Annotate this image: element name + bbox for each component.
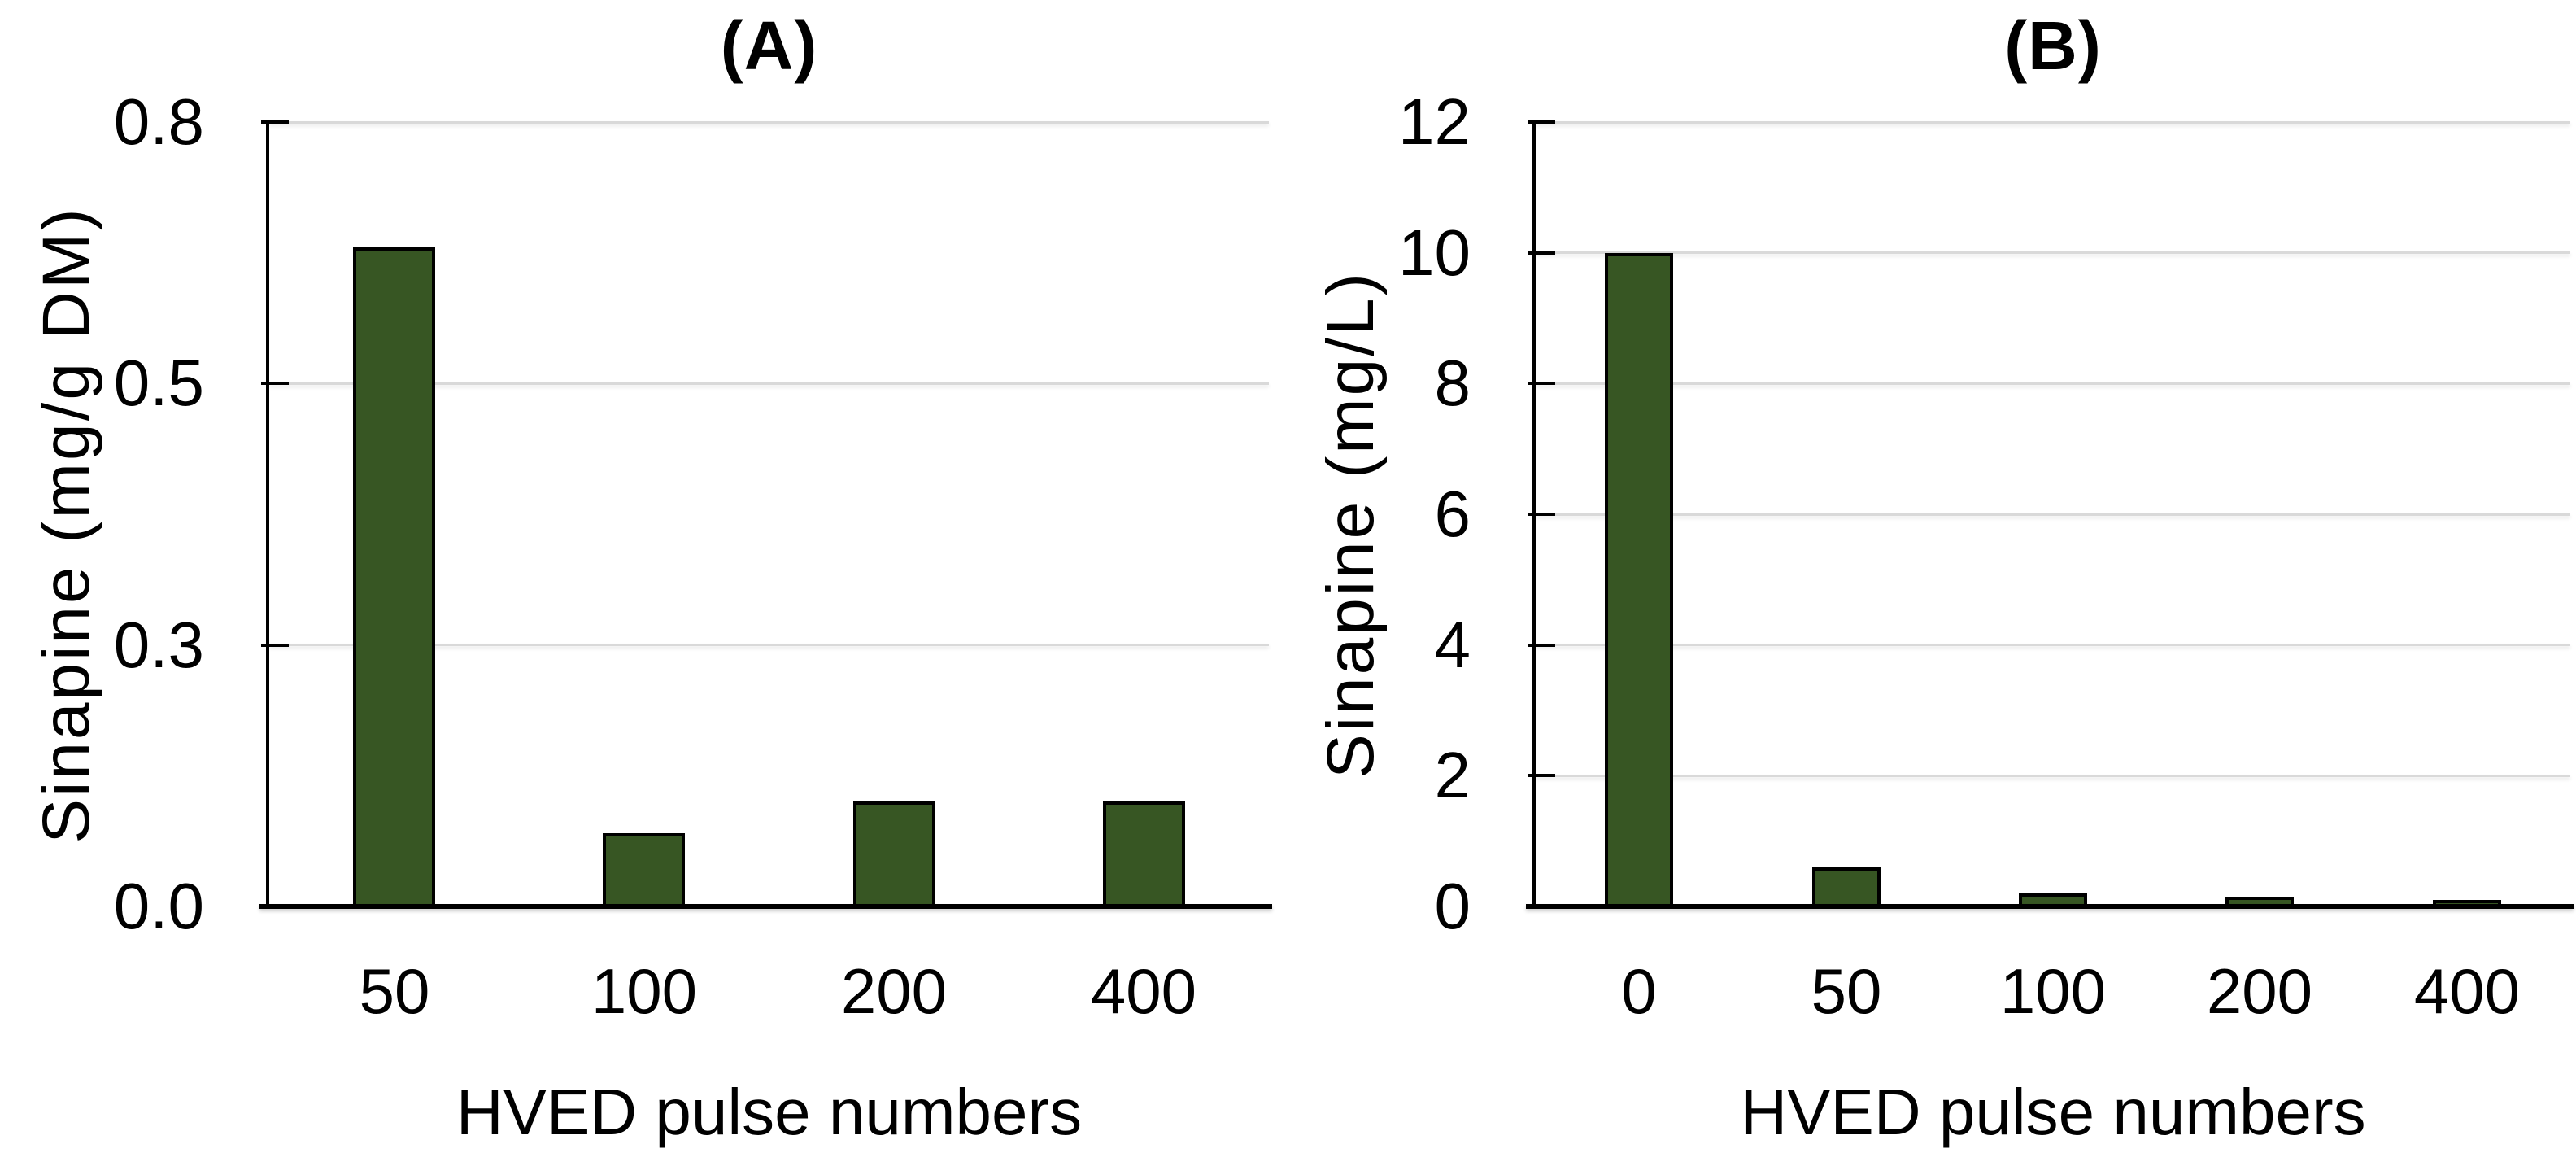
panel-b: (B) Sinapine (mg/L) 0 2 4 6 8 10 12 0 50 100 200 40… <box>1288 0 2576 1166</box>
gridline <box>1536 513 2570 516</box>
y-tick-label: 4 <box>1434 608 1471 681</box>
bar-50 <box>353 247 435 906</box>
y-tick-label: 0 <box>1434 870 1471 942</box>
panel-a-title: (A) <box>720 7 818 84</box>
x-tick-label: 400 <box>1090 955 1197 1027</box>
gridline <box>1536 644 2570 647</box>
y-tick-label: 0.8 <box>113 85 204 158</box>
x-tick-label: 200 <box>840 955 948 1027</box>
panel-a: (A) Sinapine (mg/g DM) 0.0 0.3 0.5 0.8 50 100… <box>29 7 1272 1148</box>
panel-b-title: (B) <box>2004 7 2102 84</box>
panel-a-plot-area: 0.0 0.3 0.5 0.8 50 100 200 400 <box>114 90 1272 1024</box>
y-tick-mark <box>1528 774 1555 778</box>
y-tick-mark <box>1528 382 1555 386</box>
y-tick-label: 0.3 <box>113 608 204 681</box>
bar-50 <box>1812 867 1881 906</box>
y-tick-mark <box>261 382 289 386</box>
y-tick-mark <box>1528 120 1555 124</box>
bar-200 <box>853 801 935 906</box>
gridline <box>1536 774 2570 777</box>
bar-100 <box>2019 893 2087 906</box>
x-tick-label: 200 <box>2206 955 2313 1027</box>
y-tick-mark <box>261 905 289 908</box>
panel-b-x-axis-line <box>1526 904 2574 909</box>
y-tick-mark <box>1528 513 1555 516</box>
panel-b-plot-area: 0 2 4 6 8 10 12 0 50 100 200 400 <box>1398 90 2574 1024</box>
y-tick-label: 0.5 <box>113 347 204 420</box>
gridline <box>1536 251 2570 255</box>
panel-b-x-axis-title: HVED pulse numbers <box>1740 1076 2366 1148</box>
panel-a-y-axis-title: Sinapine (mg/g DM) <box>29 206 103 844</box>
x-tick-label: 100 <box>1999 955 2107 1027</box>
bar-400 <box>2433 900 2501 906</box>
bar-400 <box>1103 801 1185 906</box>
gridline <box>269 644 1269 647</box>
x-tick-label: 50 <box>1811 955 1882 1027</box>
gridline <box>269 120 1269 124</box>
y-tick-label: 8 <box>1434 347 1471 420</box>
x-tick-label: 0 <box>1621 955 1657 1027</box>
y-tick-label: 12 <box>1398 85 1471 158</box>
gridline <box>1536 120 2570 124</box>
y-tick-label: 10 <box>1398 216 1471 289</box>
x-tick-label: 50 <box>359 955 430 1027</box>
gridline <box>269 382 1269 385</box>
panel-a-x-axis-title: HVED pulse numbers <box>455 1076 1083 1148</box>
y-tick-mark <box>261 120 289 124</box>
y-tick-label: 2 <box>1434 739 1471 812</box>
y-tick-label: 0.0 <box>113 870 204 942</box>
y-tick-mark <box>261 643 289 647</box>
y-tick-mark <box>1528 251 1555 255</box>
y-tick-mark <box>1528 643 1555 647</box>
panel-a-y-axis-line <box>266 122 269 908</box>
gridline <box>1536 382 2570 385</box>
x-tick-label: 400 <box>2413 955 2521 1027</box>
bar-100 <box>603 833 685 906</box>
y-tick-label: 6 <box>1434 478 1471 550</box>
bar-0 <box>1605 253 1673 906</box>
panel-b-y-axis-title: Sinapine (mg/L) <box>1314 271 1388 779</box>
x-tick-label: 100 <box>591 955 698 1027</box>
panel-a-x-axis-line <box>259 904 1272 909</box>
y-tick-mark <box>1528 905 1555 908</box>
